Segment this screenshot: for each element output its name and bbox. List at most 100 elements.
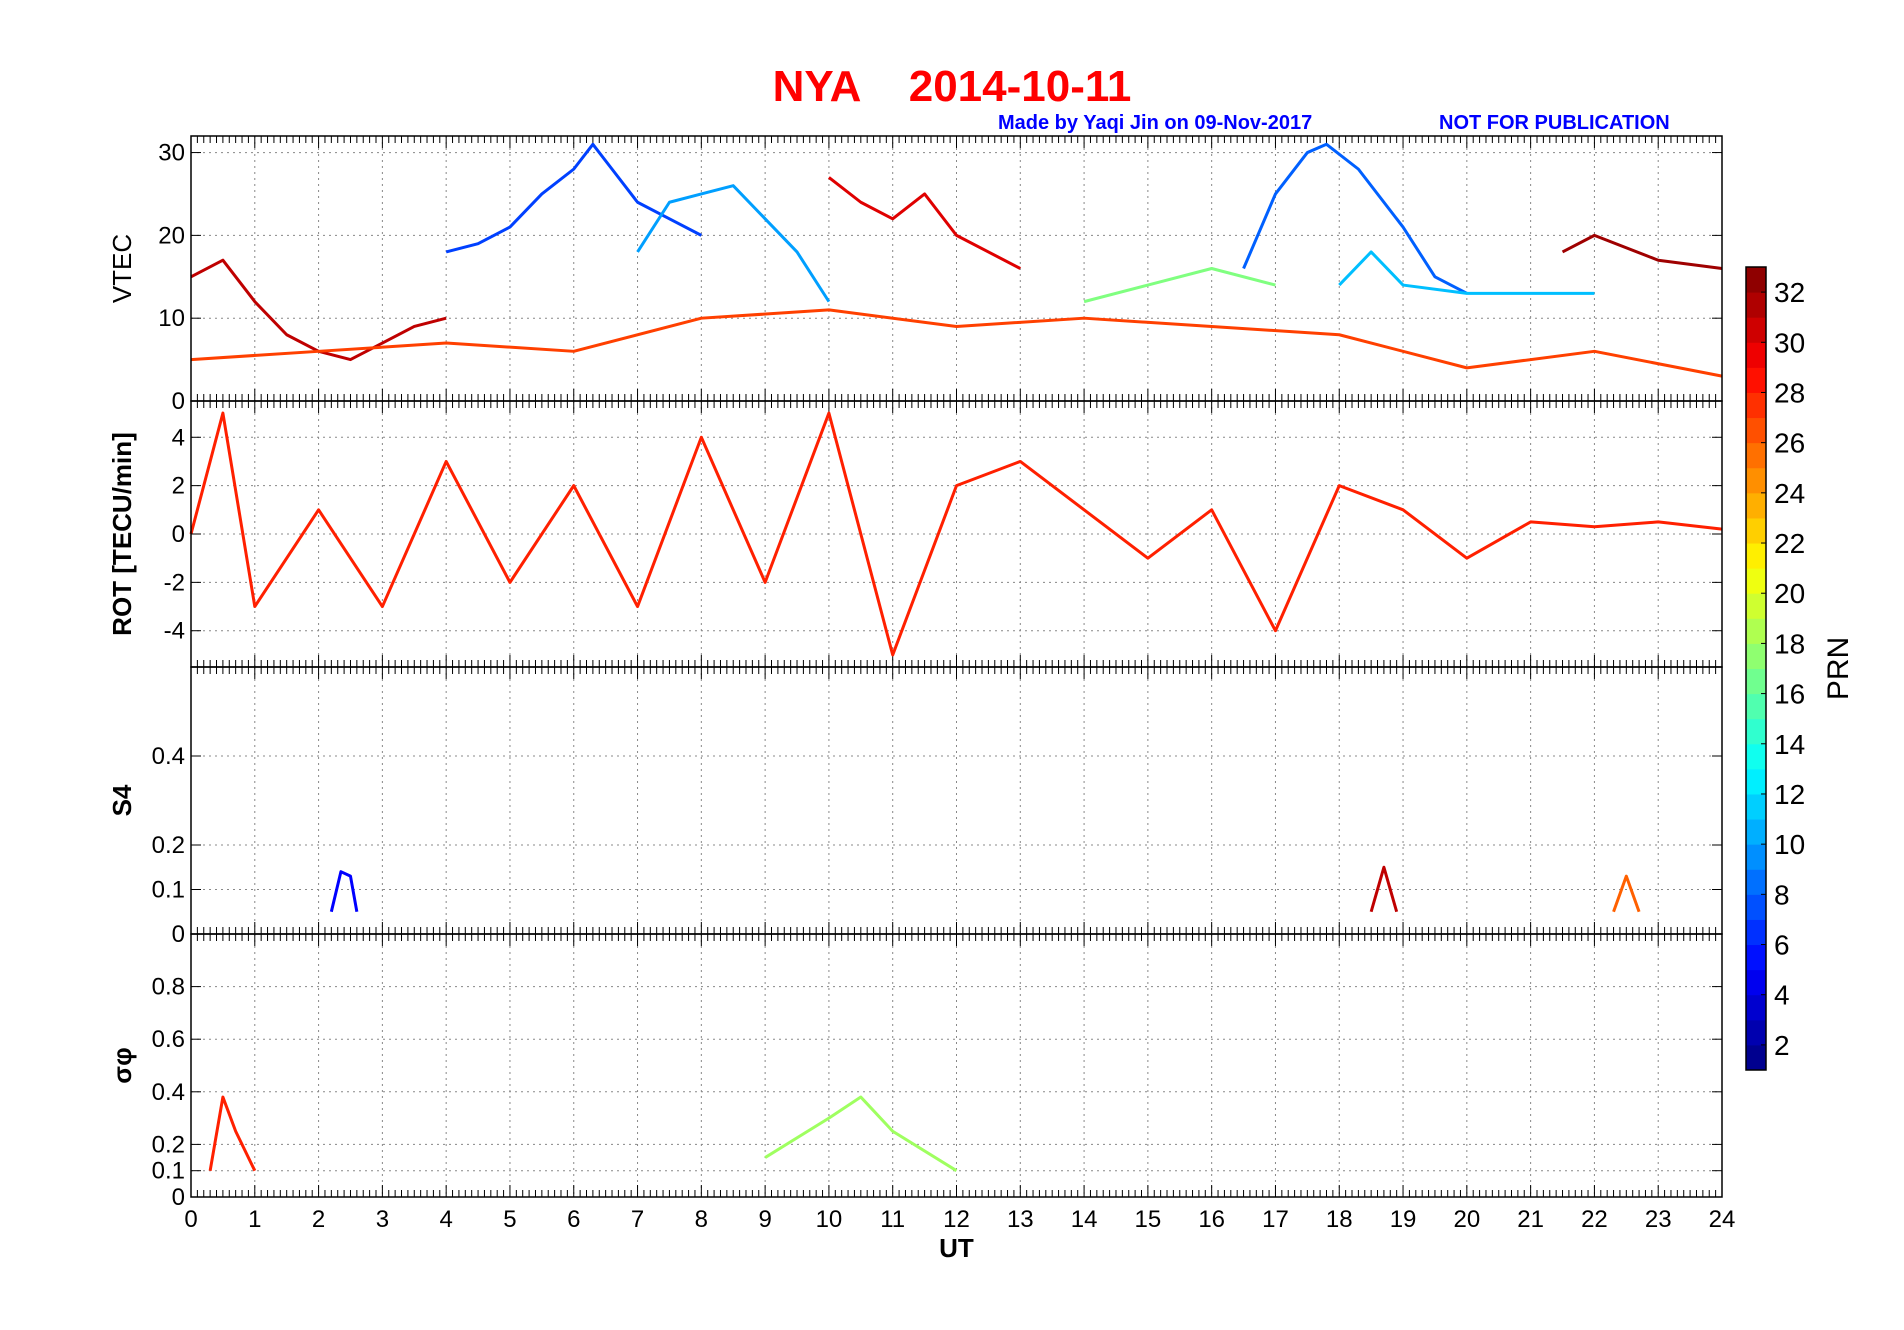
colorbar-swatch xyxy=(1746,618,1766,644)
colorbar-tick-label: 30 xyxy=(1774,327,1805,358)
y-tick-label: 0.2 xyxy=(152,832,185,859)
series-line xyxy=(636,184,831,303)
x-tick-label: 0 xyxy=(184,1206,197,1233)
colorbar-swatch xyxy=(1746,467,1766,494)
y-tick-label: 30 xyxy=(158,140,185,167)
colorbar-swatch xyxy=(1746,819,1766,845)
colorbar-tick-label: 26 xyxy=(1774,428,1805,459)
colorbar-tick-label: 4 xyxy=(1774,980,1790,1011)
y-tick-label: 0 xyxy=(172,921,185,948)
colorbar-tick-label: 32 xyxy=(1774,277,1805,308)
colorbar-swatch xyxy=(1746,668,1766,695)
colorbar-swatch xyxy=(1746,417,1766,444)
colorbar-tick-label: 22 xyxy=(1774,528,1805,559)
x-tick-label: 21 xyxy=(1517,1206,1544,1233)
colorbar-swatch xyxy=(1746,568,1766,594)
x-tick-label: 8 xyxy=(695,1206,708,1233)
colorbar-swatch xyxy=(1746,643,1766,669)
colorbar-swatch xyxy=(1746,317,1766,343)
x-tick-label: 17 xyxy=(1262,1206,1289,1233)
y-tick-label: 4 xyxy=(172,424,185,451)
x-tick-label: 16 xyxy=(1198,1206,1225,1233)
colorbar-swatch xyxy=(1746,593,1766,619)
colorbar-swatch xyxy=(1746,543,1766,569)
x-tick-label: 20 xyxy=(1453,1206,1480,1233)
colorbar-swatch xyxy=(1746,743,1766,770)
colorbar-frame xyxy=(1745,266,1767,1071)
colorbar-swatch xyxy=(1746,517,1766,544)
panel-rot: -4 -2 0 2 4 ROT [TECU/min] xyxy=(107,400,1723,668)
x-tick-label: 24 xyxy=(1709,1206,1736,1233)
y-tick-label: -2 xyxy=(164,569,185,596)
x-tick-label: 7 xyxy=(631,1206,644,1233)
y-tick-label: 0 xyxy=(172,521,185,548)
publication-notice: NOT FOR PUBLICATION xyxy=(1439,112,1670,134)
series-line xyxy=(1242,142,1468,295)
colorbar-tick-label: 6 xyxy=(1774,930,1790,961)
y-tick-label: 10 xyxy=(158,305,185,332)
series-line xyxy=(1338,250,1595,295)
x-tick-label: 9 xyxy=(758,1206,771,1233)
figure-title: NYA 2014-10-11 xyxy=(0,62,1904,112)
colorbar-swatch xyxy=(1746,919,1766,946)
colorbar-tick-label: 20 xyxy=(1774,578,1805,609)
y-axis-label: S4 xyxy=(107,784,137,816)
colorbar-swatch xyxy=(1746,718,1766,745)
colorbar-tick-label: 16 xyxy=(1774,679,1805,710)
x-tick-label: 1 xyxy=(248,1206,261,1233)
colorbar-swatch xyxy=(1746,793,1766,820)
colorbar-swatch xyxy=(1746,693,1766,720)
colorbar-tick-label: 12 xyxy=(1774,779,1805,810)
x-tick-label: 11 xyxy=(880,1206,905,1233)
y-tick-label: 0.4 xyxy=(152,1079,185,1106)
x-tick-label: 3 xyxy=(376,1206,389,1233)
axes-frame xyxy=(190,933,1723,1198)
x-tick-label: 6 xyxy=(567,1206,580,1233)
x-tick-label: 12 xyxy=(943,1206,970,1233)
station-name: NYA xyxy=(772,62,860,111)
y-axis-label: σφ xyxy=(107,1047,137,1083)
colorbar-swatch xyxy=(1746,944,1766,971)
x-tick-label: 4 xyxy=(439,1206,452,1233)
colorbar-swatch xyxy=(1746,342,1766,368)
x-tick-label: 22 xyxy=(1581,1206,1608,1233)
panel-vtec: 0 10 20 30 VTEC xyxy=(107,135,1723,415)
y-tick-label: 0.2 xyxy=(152,1131,185,1158)
colorbar-swatch xyxy=(1746,844,1766,870)
y-tick-label: -4 xyxy=(164,618,185,645)
y-tick-label: 0 xyxy=(172,1184,185,1211)
x-tick-label: 18 xyxy=(1326,1206,1353,1233)
y-axis-label: VTEC xyxy=(107,234,137,303)
x-tick-label: 23 xyxy=(1645,1206,1672,1233)
series-line xyxy=(1083,267,1276,304)
x-tick-label: 5 xyxy=(503,1206,516,1233)
colorbar-swatch xyxy=(1746,367,1766,393)
colorbar-swatch xyxy=(1746,1019,1766,1046)
series-line xyxy=(827,176,1021,270)
colorbar-swatch xyxy=(1746,267,1766,293)
colorbar-swatch xyxy=(1746,292,1766,318)
colorbar-swatch xyxy=(1746,768,1766,795)
x-tick-label: 14 xyxy=(1071,1206,1098,1233)
colorbar-swatch xyxy=(1746,1044,1766,1071)
series-line xyxy=(190,308,1723,378)
colorbar-label: PRN xyxy=(1822,637,1855,700)
y-tick-label: 0.4 xyxy=(152,743,185,770)
colorbar-tick-label: 24 xyxy=(1774,478,1805,509)
y-tick-label: 0.8 xyxy=(152,974,185,1001)
colorbar-swatch xyxy=(1746,869,1766,895)
colorbar-tick-label: 14 xyxy=(1774,729,1805,760)
series-line xyxy=(1612,874,1641,913)
panel-s4: 0 0.1 0.2 0.4 S4 xyxy=(107,666,1723,948)
colorbar-swatch xyxy=(1746,492,1766,519)
colorbar-tick-label: 28 xyxy=(1774,377,1805,408)
series-line xyxy=(189,411,1723,657)
series-line xyxy=(329,870,359,913)
y-axis-label: ROT [TECU/min] xyxy=(107,432,137,636)
y-tick-label: 0.6 xyxy=(152,1026,185,1053)
series-line xyxy=(764,1095,958,1172)
colorbar-swatch xyxy=(1746,392,1766,419)
